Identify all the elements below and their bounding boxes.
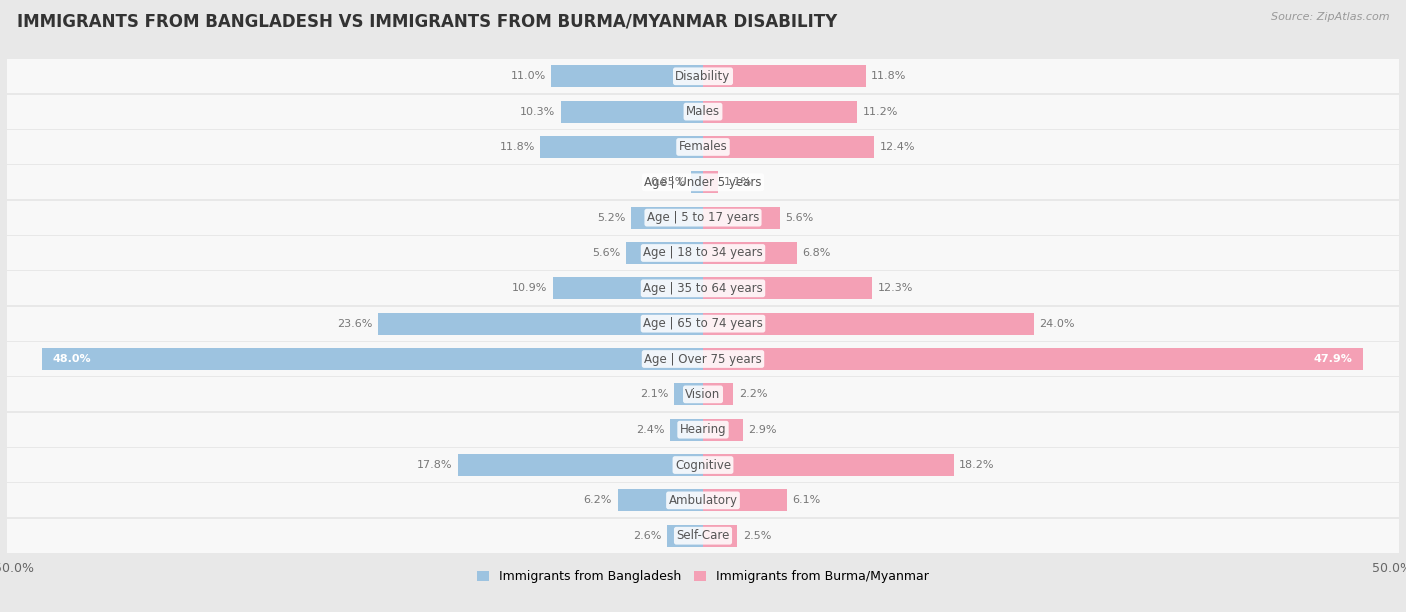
Bar <box>692 171 703 193</box>
Text: 23.6%: 23.6% <box>337 319 373 329</box>
Text: Source: ZipAtlas.com: Source: ZipAtlas.com <box>1271 12 1389 22</box>
Text: 6.1%: 6.1% <box>793 495 821 506</box>
Bar <box>7 271 1399 305</box>
Legend: Immigrants from Bangladesh, Immigrants from Burma/Myanmar: Immigrants from Bangladesh, Immigrants f… <box>471 565 935 588</box>
Bar <box>378 313 703 335</box>
Text: 2.5%: 2.5% <box>742 531 772 541</box>
Text: 24.0%: 24.0% <box>1039 319 1074 329</box>
Text: 12.3%: 12.3% <box>877 283 914 293</box>
Bar <box>673 383 703 405</box>
Bar <box>668 524 703 547</box>
Text: 10.3%: 10.3% <box>520 106 555 117</box>
Text: 12.4%: 12.4% <box>879 142 915 152</box>
Bar <box>7 95 1399 129</box>
Text: 2.6%: 2.6% <box>633 531 662 541</box>
Bar <box>7 165 1399 200</box>
Text: 11.8%: 11.8% <box>872 71 907 81</box>
Text: Ambulatory: Ambulatory <box>668 494 738 507</box>
Text: Males: Males <box>686 105 720 118</box>
Bar <box>703 348 1362 370</box>
Bar <box>703 454 953 476</box>
Text: Age | 18 to 34 years: Age | 18 to 34 years <box>643 247 763 259</box>
Bar <box>553 277 703 299</box>
Bar <box>561 100 703 122</box>
Text: 2.1%: 2.1% <box>640 389 669 400</box>
Text: 6.8%: 6.8% <box>803 248 831 258</box>
Text: Disability: Disability <box>675 70 731 83</box>
Text: Hearing: Hearing <box>679 423 727 436</box>
Bar <box>7 448 1399 482</box>
Text: 11.0%: 11.0% <box>510 71 546 81</box>
Text: Age | 65 to 74 years: Age | 65 to 74 years <box>643 317 763 330</box>
Text: Age | 5 to 17 years: Age | 5 to 17 years <box>647 211 759 224</box>
Bar <box>703 242 797 264</box>
Bar <box>7 519 1399 553</box>
Text: 5.6%: 5.6% <box>592 248 620 258</box>
Text: 1.1%: 1.1% <box>724 177 752 187</box>
Bar <box>703 207 780 229</box>
Text: 10.9%: 10.9% <box>512 283 547 293</box>
Bar <box>7 59 1399 93</box>
Bar <box>703 277 873 299</box>
Bar <box>7 307 1399 341</box>
Bar <box>669 419 703 441</box>
Text: 5.2%: 5.2% <box>598 212 626 223</box>
Text: 6.2%: 6.2% <box>583 495 612 506</box>
Bar <box>7 201 1399 234</box>
Bar <box>7 378 1399 411</box>
Text: Age | Over 75 years: Age | Over 75 years <box>644 353 762 365</box>
Bar <box>703 313 1033 335</box>
Bar <box>7 236 1399 270</box>
Text: 11.8%: 11.8% <box>499 142 534 152</box>
Text: Age | 35 to 64 years: Age | 35 to 64 years <box>643 282 763 295</box>
Bar <box>626 242 703 264</box>
Text: 48.0%: 48.0% <box>52 354 91 364</box>
Bar <box>631 207 703 229</box>
Text: 0.85%: 0.85% <box>651 177 686 187</box>
Text: Self-Care: Self-Care <box>676 529 730 542</box>
Bar <box>7 130 1399 164</box>
Bar <box>7 483 1399 517</box>
Bar <box>7 342 1399 376</box>
Bar <box>703 383 734 405</box>
Text: 17.8%: 17.8% <box>416 460 453 470</box>
Text: IMMIGRANTS FROM BANGLADESH VS IMMIGRANTS FROM BURMA/MYANMAR DISABILITY: IMMIGRANTS FROM BANGLADESH VS IMMIGRANTS… <box>17 12 837 30</box>
Text: 2.9%: 2.9% <box>748 425 778 435</box>
Text: Vision: Vision <box>685 388 721 401</box>
Text: 5.6%: 5.6% <box>786 212 814 223</box>
Bar <box>703 171 718 193</box>
Bar <box>540 136 703 158</box>
Bar <box>703 100 858 122</box>
Text: Age | Under 5 years: Age | Under 5 years <box>644 176 762 189</box>
Bar <box>703 524 738 547</box>
Bar <box>42 348 703 370</box>
Bar <box>458 454 703 476</box>
Bar <box>551 65 703 88</box>
Text: Females: Females <box>679 141 727 154</box>
Text: 18.2%: 18.2% <box>959 460 995 470</box>
Text: 2.4%: 2.4% <box>636 425 665 435</box>
Bar <box>703 136 875 158</box>
Bar <box>7 412 1399 447</box>
Bar <box>617 490 703 512</box>
Bar <box>703 419 742 441</box>
Text: Cognitive: Cognitive <box>675 458 731 471</box>
Bar <box>703 65 866 88</box>
Text: 47.9%: 47.9% <box>1313 354 1353 364</box>
Text: 11.2%: 11.2% <box>863 106 898 117</box>
Text: 2.2%: 2.2% <box>738 389 768 400</box>
Bar <box>703 490 787 512</box>
